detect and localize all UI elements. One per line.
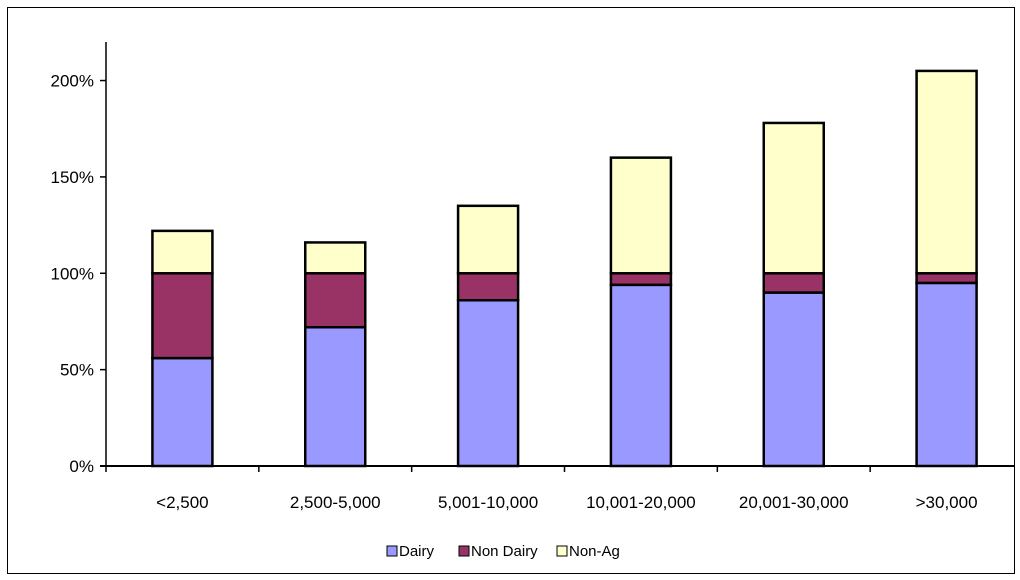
- bar-segment-non-ag: [609, 156, 673, 275]
- x-tick-label: 10,001-20,000: [586, 493, 696, 512]
- y-tick-label: 100%: [51, 264, 94, 283]
- bar-segment-non-dairy: [762, 272, 825, 294]
- bar-segment-non-ag: [456, 204, 520, 275]
- bar-segment-dairy: [456, 299, 520, 468]
- legend-swatch-non-ag: [556, 545, 568, 557]
- bar-segment-dairy: [762, 291, 825, 468]
- bar-segment-non-dairy: [609, 272, 673, 287]
- bar-segment-non-dairy: [304, 272, 367, 329]
- legend-label: Dairy: [399, 543, 435, 560]
- bar-segment-non-ag: [762, 121, 825, 275]
- x-tick-label: >30,000: [916, 493, 978, 512]
- bar-segment-dairy: [915, 281, 978, 468]
- bar-segment-non-ag: [915, 69, 978, 275]
- bar-segment-dairy: [304, 325, 367, 468]
- y-tick-label: 0%: [69, 457, 94, 476]
- bar-segment-non-ag: [151, 229, 214, 275]
- bar-segment-dairy: [609, 283, 673, 468]
- bar-segment-non-dairy: [456, 272, 520, 302]
- chart-frame: 0% 50% 100% 150% 200% <2,500 2,500-5,000 5,001-…: [7, 7, 1020, 574]
- y-tick-label: 200%: [51, 72, 94, 91]
- x-tick-label: 2,500-5,000: [290, 493, 381, 512]
- bar-segment-non-dairy: [151, 272, 214, 360]
- bar-segment-dairy: [151, 356, 214, 468]
- legend-swatch-non-dairy: [458, 545, 470, 557]
- x-tick-label: 20,001-30,000: [739, 493, 849, 512]
- y-tick-label: 150%: [51, 168, 94, 187]
- legend-label: Non Dairy: [471, 543, 538, 560]
- x-tick-label: 5,001-10,000: [438, 493, 538, 512]
- x-tick-label: <2,500: [156, 493, 208, 512]
- legend-label: Non-Ag: [569, 543, 620, 560]
- bar-segment-non-ag: [304, 241, 367, 275]
- stacked-bar-chart: 0% 50% 100% 150% 200% <2,500 2,500-5,000 5,001-…: [51, 42, 1020, 560]
- bar-segment-non-dairy: [915, 272, 978, 285]
- y-tick-label: 50%: [60, 361, 94, 380]
- legend-swatch-dairy: [386, 545, 398, 557]
